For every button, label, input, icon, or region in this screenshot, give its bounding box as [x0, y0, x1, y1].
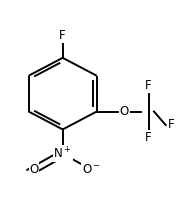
Text: O: O	[120, 105, 129, 118]
Text: F: F	[145, 131, 152, 144]
Text: N$^+$: N$^+$	[53, 146, 72, 161]
Text: O: O	[29, 163, 39, 176]
Text: O$^-$: O$^-$	[82, 163, 101, 176]
Text: F: F	[59, 29, 66, 42]
Text: F: F	[145, 79, 152, 92]
Text: F: F	[168, 118, 174, 131]
